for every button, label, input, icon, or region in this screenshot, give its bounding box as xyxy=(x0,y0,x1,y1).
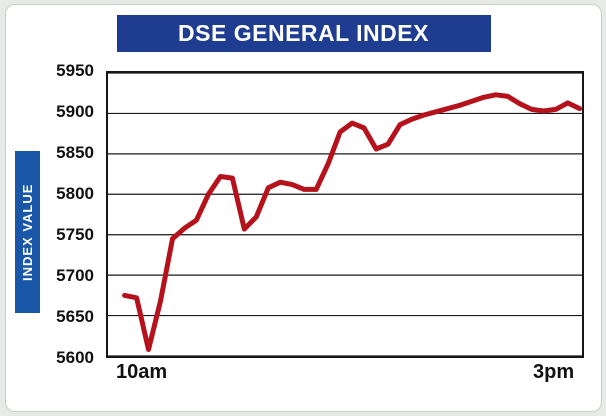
y-axis-label: INDEX VALUE xyxy=(20,183,35,281)
index-line xyxy=(122,92,582,352)
x-tick-10am: 10am xyxy=(116,361,168,383)
y-tick-label: 5950 xyxy=(56,61,94,80)
y-axis-tick-labels: 5600 5650 5700 5750 5800 5850 5900 5950 xyxy=(36,61,100,367)
y-tick-label: 5600 xyxy=(56,348,94,367)
chart-title: DSE GENERAL INDEX xyxy=(178,20,429,46)
chart-card: DSE GENERAL INDEX INDEX VALUE 5600 5650 57… xyxy=(5,4,602,412)
plot-area xyxy=(106,71,584,358)
y-tick-label: 5650 xyxy=(56,307,94,326)
y-tick-label: 5800 xyxy=(56,184,94,203)
y-tick-label: 5850 xyxy=(56,143,94,162)
y-tick-label: 5750 xyxy=(56,225,94,244)
x-tick-3pm: 3pm xyxy=(533,361,575,383)
chart-title-bar: DSE GENERAL INDEX xyxy=(116,15,491,52)
y-tick-label: 5900 xyxy=(56,102,94,121)
index-line-chart xyxy=(108,73,582,356)
y-tick-label: 5700 xyxy=(56,266,94,285)
